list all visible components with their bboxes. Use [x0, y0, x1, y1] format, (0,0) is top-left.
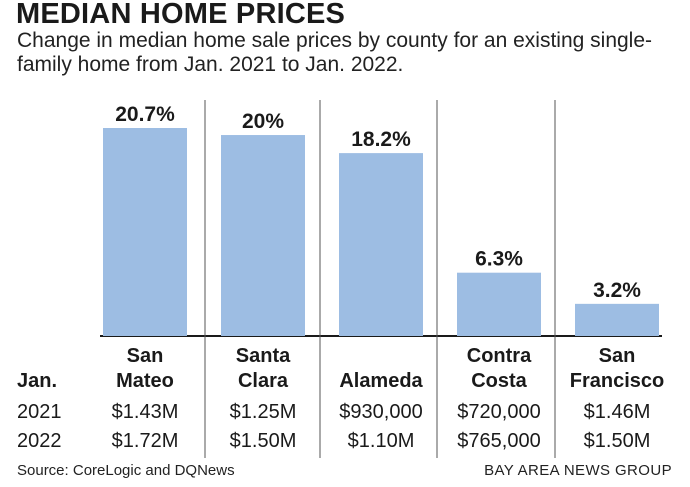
year-label: 2021: [17, 401, 62, 423]
bar-value-label: 20.7%: [115, 103, 175, 126]
price-cell: $1.50M: [230, 430, 297, 452]
publisher-credit: BAY AREA NEWS GROUP: [484, 462, 672, 479]
category-label: Costa: [471, 370, 527, 392]
bar: [575, 303, 659, 336]
bar-chart: 20.7% San Mateo $1.43M $1.72M 20% Santa Clara $1…: [17, 100, 664, 458]
category-label: Santa: [236, 345, 291, 367]
price-cell: $765,000: [457, 430, 540, 452]
chart-subtitle: Change in median home sale prices by cou…: [17, 29, 653, 76]
bar: [221, 135, 305, 336]
chart-title: MEDIAN HOME PRICES: [16, 0, 346, 30]
bar-value-label: 18.2%: [351, 128, 411, 151]
category-label: Alameda: [339, 370, 423, 392]
price-cell: $1.72M: [112, 430, 179, 452]
price-cell: $1.10M: [348, 430, 415, 452]
price-cell: $1.50M: [584, 430, 651, 452]
category-label: Mateo: [116, 370, 174, 392]
category-label: Clara: [238, 370, 289, 392]
price-cell: $1.43M: [112, 401, 179, 423]
bar: [457, 272, 541, 336]
category-label: San: [127, 345, 164, 367]
year-label: 2022: [17, 430, 62, 452]
category-label: Francisco: [570, 370, 664, 392]
table-header-label: Jan.: [17, 370, 57, 392]
bar: [103, 128, 187, 336]
bar-value-label: 3.2%: [593, 279, 641, 302]
category-label: San: [599, 345, 636, 367]
bar-value-label: 20%: [242, 110, 284, 133]
price-cell: $1.46M: [584, 401, 651, 423]
bar-value-label: 6.3%: [475, 248, 523, 271]
price-cell: $1.25M: [230, 401, 297, 423]
price-cell: $930,000: [339, 401, 422, 423]
price-cell: $720,000: [457, 401, 540, 423]
source-note: Source: CoreLogic and DQNews: [17, 462, 235, 479]
category-label: Contra: [467, 345, 532, 367]
bar: [339, 153, 423, 336]
